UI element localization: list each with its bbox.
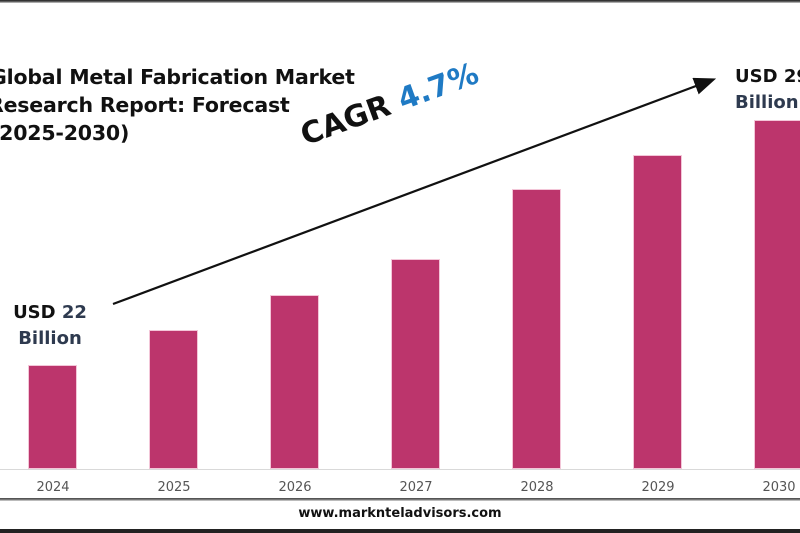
bar-2030 [754, 120, 800, 469]
chart-title-line-2: Research Report: Forecast [0, 93, 290, 117]
chart-title-line-1: Global Metal Fabrication Market [0, 65, 355, 89]
x-tick-label: 2026 [278, 480, 312, 495]
chart-title: Global Metal Fabrication Market Research… [0, 63, 370, 147]
x-tick-label: 2024 [36, 480, 70, 495]
top-rule [0, 0, 800, 3]
source-url: www.marknteladvisors.com [298, 506, 502, 521]
chart-title-line-3: (2025-2030) [0, 121, 130, 145]
start-value-unit: Billion [18, 328, 82, 349]
end-value-unit: Billion [735, 92, 799, 113]
bar-2024 [28, 365, 77, 469]
start-value-number: 22 [61, 302, 87, 323]
x-tick-label: 2025 [157, 480, 191, 495]
bar-2028 [512, 189, 561, 469]
start-value-label: USD 22 Billion [10, 300, 90, 352]
x-axis-line [0, 469, 800, 470]
bar-2027 [391, 259, 440, 469]
footer-divider [0, 498, 800, 501]
x-tick-label: 2029 [641, 480, 675, 495]
start-value-prefix: USD [13, 302, 56, 323]
x-tick-label: 2027 [399, 480, 433, 495]
end-value-prefix: USD [735, 66, 778, 87]
x-tick-label: 2030 [762, 480, 796, 495]
bar-2025 [149, 330, 198, 469]
bar-2026 [270, 295, 319, 469]
bar-2029 [633, 155, 682, 469]
x-tick-label: 2028 [520, 480, 554, 495]
end-value-label: USD 29 Billion [735, 64, 800, 116]
end-value-number: 29 [783, 66, 800, 87]
bottom-rule [0, 529, 800, 533]
